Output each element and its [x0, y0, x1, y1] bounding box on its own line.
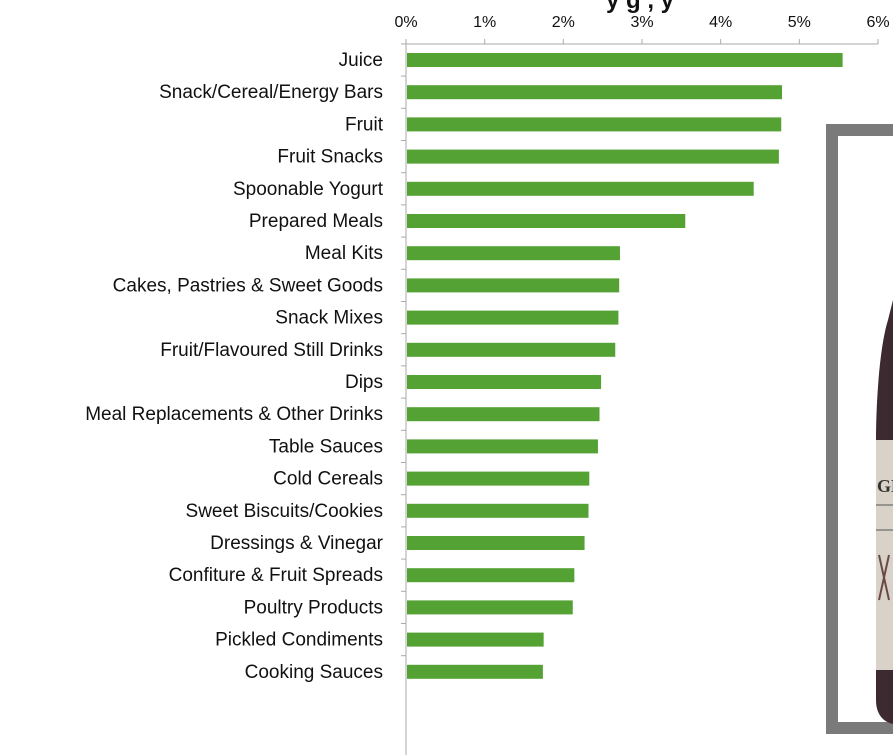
category-label: Spoonable Yogurt — [233, 179, 384, 200]
x-axis-ticks: 0% 1% 2% 3% 4% 5% 6% — [394, 14, 890, 44]
bar — [407, 342, 616, 357]
category-label: Meal Replacements & Other Drinks — [85, 404, 383, 425]
category-label: Cakes, Pastries & Sweet Goods — [113, 275, 383, 296]
bar — [407, 85, 783, 100]
bar — [407, 664, 543, 679]
bar — [407, 407, 600, 422]
bar — [407, 600, 573, 615]
category-label: Snack/Cereal/Energy Bars — [159, 82, 383, 103]
x-tick-label: 5% — [788, 14, 811, 31]
category-label: Dips — [345, 372, 383, 393]
bar — [407, 439, 598, 454]
category-label: Table Sauces — [269, 436, 383, 457]
x-tick-label: 4% — [709, 14, 732, 31]
bar — [407, 214, 686, 228]
bar — [407, 568, 575, 583]
bar — [407, 471, 590, 486]
category-labels: Juice Snack/Cereal/Energy Bars Fruit Fruit … — [85, 50, 384, 683]
bar — [407, 310, 619, 325]
category-label: Cooking Sauces — [245, 662, 383, 683]
category-label: Poultry Products — [244, 597, 383, 618]
category-label: Pickled Condiments — [215, 630, 383, 651]
category-label: Meal Kits — [305, 243, 383, 264]
x-tick-label: 3% — [630, 14, 653, 31]
x-tick-label: 2% — [552, 14, 575, 31]
bottle-emblem — [878, 554, 890, 601]
category-label: Fruit Snacks — [277, 147, 383, 168]
category-label: Confiture & Fruit Spreads — [169, 565, 383, 586]
category-label: Snack Mixes — [275, 308, 383, 329]
y-axis-ticks — [401, 43, 406, 657]
bar — [407, 375, 602, 389]
category-label: Sweet Biscuits/Cookies — [186, 501, 383, 522]
bars — [407, 53, 843, 679]
bar — [407, 246, 620, 261]
bar — [407, 536, 585, 550]
bar — [407, 632, 544, 647]
category-label: Prepared Meals — [249, 211, 383, 232]
x-tick-label: 6% — [866, 14, 889, 31]
category-label: Fruit — [345, 114, 384, 135]
bar — [407, 503, 589, 518]
bar — [407, 181, 754, 196]
category-label: Juice — [339, 50, 383, 71]
x-tick-label: 0% — [394, 14, 417, 31]
bottle-label-text: GR — [877, 476, 893, 496]
bottle-label — [876, 440, 893, 670]
bar — [407, 278, 620, 293]
bar — [407, 117, 782, 132]
x-tick-label: 1% — [473, 14, 496, 31]
bar — [407, 53, 843, 67]
category-label: Dressings & Vinegar — [210, 533, 384, 554]
chart-title: y g , y — [606, 0, 675, 14]
product-photo-inset: GR — [826, 124, 893, 734]
category-label: Cold Cereals — [273, 469, 383, 490]
bar — [407, 149, 779, 164]
category-label: Fruit/Flavoured Still Drinks — [160, 340, 383, 361]
